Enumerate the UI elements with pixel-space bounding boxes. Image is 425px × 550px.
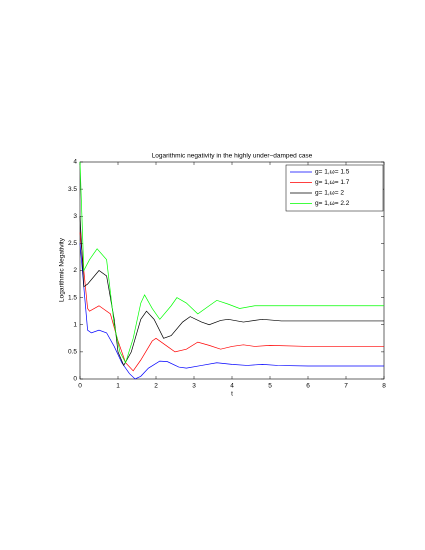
x-tick-label: 4 bbox=[230, 383, 234, 390]
x-axis-label: t bbox=[231, 391, 233, 398]
x-tick-label: 2 bbox=[154, 383, 158, 390]
legend-label: g= 1,ω= 2 bbox=[315, 190, 344, 197]
line bbox=[79, 232, 384, 372]
legend-label: g= 1,ω= 1.5 bbox=[315, 169, 350, 176]
y-tick-label: 3 bbox=[73, 213, 77, 220]
y-tick-label: 0.5 bbox=[68, 349, 77, 356]
y-tick-label: 2.5 bbox=[68, 240, 77, 247]
x-tick-label: 0 bbox=[78, 383, 82, 390]
y-tick-label: 3.5 bbox=[68, 186, 77, 193]
y-axis-label: Logarithmic Negativity bbox=[59, 237, 66, 302]
line bbox=[79, 161, 384, 364]
x-tick-label: 3 bbox=[192, 383, 196, 390]
line bbox=[79, 243, 384, 380]
x-tick-label: 5 bbox=[268, 383, 272, 390]
x-tick-label: 8 bbox=[382, 383, 386, 390]
y-tick-label: 1 bbox=[73, 321, 77, 328]
x-tick-label: 1 bbox=[116, 383, 120, 390]
y-tick-label: 0 bbox=[73, 376, 77, 383]
legend-label: g= 1,ω= 2.2 bbox=[315, 200, 350, 207]
legend-label: g= 1,ω= 1.7 bbox=[315, 179, 350, 186]
x-tick-label: 7 bbox=[344, 383, 348, 390]
y-tick-label: 4 bbox=[73, 159, 77, 166]
chart-title: Logarithmic negativity in the highly und… bbox=[152, 153, 313, 160]
line bbox=[79, 216, 384, 367]
x-tick-label: 6 bbox=[306, 383, 310, 390]
y-tick-label: 1.5 bbox=[68, 294, 77, 301]
y-tick-label: 2 bbox=[73, 267, 77, 274]
